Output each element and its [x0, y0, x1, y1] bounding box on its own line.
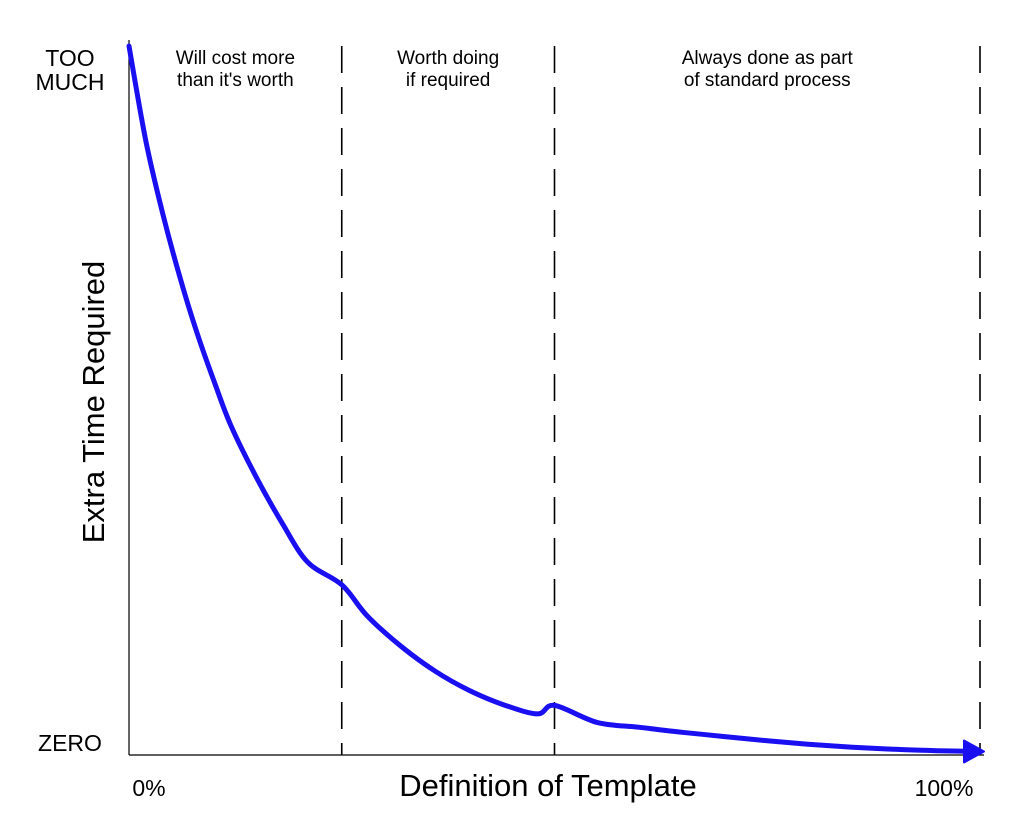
series-arrowhead: [963, 739, 985, 764]
series-curve-1: [126, 43, 983, 754]
y-axis-label: Extra Time Required: [76, 261, 111, 544]
x-tick-labels: 0% 100%: [132, 775, 973, 801]
zone-label-line: Always done as part: [682, 48, 854, 69]
zone-dividers: [340, 46, 981, 755]
zone-label-line: Will cost more: [176, 48, 295, 69]
x-tick-label-2: 100%: [915, 775, 974, 801]
y-tick-label-line: ZERO: [38, 730, 102, 756]
series-group: [126, 43, 985, 764]
zone-labels: Will cost more than it's worth Worth doing…: [176, 48, 854, 91]
y-tick-label-1: TOO MUCH: [36, 45, 105, 95]
y-tick-labels: TOO MUCH ZERO: [36, 45, 105, 756]
y-tick-label-line: TOO: [45, 45, 94, 71]
x-axis-label: Definition of Template: [399, 768, 697, 803]
zone-label-3: Always done as part of standard process: [682, 48, 854, 91]
zone-label-line: if required: [406, 70, 491, 91]
zone-label-line: than it's worth: [177, 70, 294, 91]
zone-label-line: Worth doing: [397, 48, 499, 69]
y-tick-label-2: ZERO: [38, 730, 102, 756]
zone-label-1: Will cost more than it's worth: [176, 48, 295, 91]
y-tick-label-line: MUCH: [36, 69, 105, 95]
x-tick-label-1: 0%: [132, 775, 165, 801]
zone-label-line: of standard process: [684, 70, 851, 91]
zone-label-2: Worth doing if required: [397, 48, 499, 91]
